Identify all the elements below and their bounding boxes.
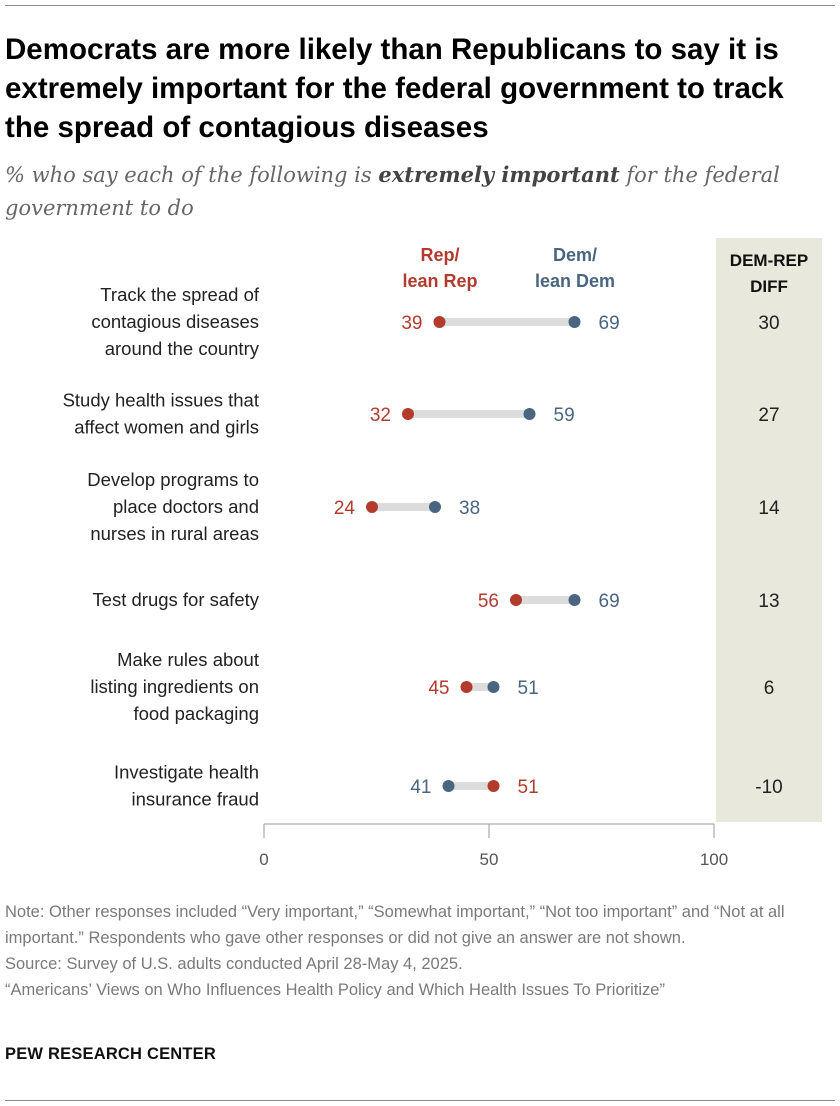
report-title-text: “Americans’ Views on Who Influences Heal… — [5, 981, 665, 999]
subtitle-text-end: for the federal government to do — [5, 163, 780, 220]
rep-value-label: 39 — [401, 313, 422, 334]
category-label: Develop programs to — [87, 469, 259, 490]
legend-label-dem: lean Dem — [535, 271, 615, 291]
legend-label-rep: lean Rep — [402, 271, 477, 291]
bottom-rule — [5, 1100, 835, 1101]
rep-value-label: 56 — [478, 591, 499, 612]
dem-dot — [568, 594, 581, 606]
category-label: Track the spread of — [100, 284, 260, 305]
subtitle-text: % who say each of the following is — [5, 163, 379, 187]
category-label: affect women and girls — [74, 417, 259, 438]
rep-value-label: 24 — [334, 498, 356, 519]
dem-dot — [487, 681, 500, 693]
dem-dot — [429, 501, 441, 513]
dem-dot — [568, 316, 581, 328]
category-label: listing ingredients on — [90, 676, 259, 697]
category-label: nurses in rural areas — [90, 523, 259, 544]
dem-value-label: 69 — [599, 591, 620, 612]
category-label: place doctors and — [113, 496, 259, 517]
dem-value-label: 41 — [410, 777, 431, 798]
category-label: around the country — [105, 338, 260, 359]
dem-value-label: 59 — [554, 405, 575, 426]
rep-dot — [402, 408, 414, 420]
dem-dot — [523, 408, 536, 420]
chart-title: Democrats are more likely than Republica… — [5, 33, 784, 144]
dem-value-label: 51 — [518, 678, 539, 699]
dem-value-label: 38 — [459, 498, 480, 519]
source-text: Source: Survey of U.S. adults conducted … — [5, 955, 463, 973]
rep-value-label: 45 — [428, 678, 449, 699]
rep-dot — [433, 316, 446, 328]
diff-value: 27 — [758, 405, 779, 426]
legend-label-dem: Dem/ — [553, 245, 597, 265]
x-axis-tick-label: 0 — [259, 850, 268, 869]
rep-dot — [510, 594, 522, 606]
category-label: Investigate health — [114, 762, 259, 783]
category-label: insurance fraud — [131, 789, 259, 810]
notes-block: Note: Other responses included “Very imp… — [5, 899, 835, 1003]
diff-value: -10 — [755, 777, 782, 798]
category-label: contagious diseases — [91, 311, 259, 332]
note-text: Note: Other responses included “Very imp… — [5, 903, 785, 947]
x-axis-tick-label: 100 — [700, 850, 728, 869]
diff-header-label: DIFF — [750, 277, 788, 296]
subtitle-emphasis: extremely important — [378, 162, 620, 187]
x-axis-tick-label: 50 — [480, 850, 499, 869]
category-label: Study health issues that — [63, 390, 259, 411]
diff-value: 13 — [758, 591, 779, 612]
legend-label-rep: Rep/ — [420, 245, 459, 265]
rep-dot — [460, 681, 473, 693]
category-label: food packaging — [134, 703, 260, 724]
category-label: Make rules about — [117, 649, 259, 670]
diff-header-label: DEM-REP — [730, 251, 808, 270]
diff-value: 30 — [758, 313, 779, 334]
category-label: Test drugs for safety — [92, 589, 259, 610]
rep-dot — [366, 501, 378, 513]
diff-column-background — [716, 238, 822, 822]
top-rule — [5, 5, 835, 6]
diff-value: 6 — [764, 678, 775, 699]
rep-dot — [487, 780, 500, 792]
rep-value-label: 32 — [370, 405, 391, 426]
dem-value-label: 69 — [599, 313, 620, 334]
diff-value: 14 — [758, 498, 780, 519]
rep-value-label: 51 — [518, 777, 539, 798]
chart-subtitle: % who say each of the following is extre… — [5, 158, 830, 225]
pew-research-logo: PEW RESEARCH CENTER — [5, 1045, 216, 1063]
dem-dot — [442, 780, 455, 792]
